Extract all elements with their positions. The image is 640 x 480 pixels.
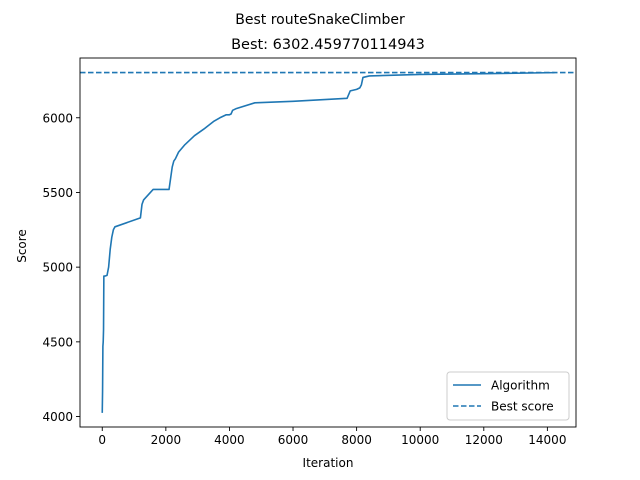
x-tick-label: 10000 [401, 433, 439, 447]
chart-subtitle: Best: 6302.459770114943 [231, 37, 425, 53]
algorithm-line [101, 71, 555, 413]
y-axis-label: Score [15, 229, 29, 263]
x-tick-label: 0 [98, 433, 106, 447]
x-tick-label: 14000 [528, 433, 566, 447]
chart-title: Best routeSnakeClimber [235, 12, 405, 28]
x-tick-label: 4000 [214, 433, 245, 447]
legend: Algorithm Best score [446, 371, 570, 421]
x-tick-label: 6000 [278, 433, 309, 447]
x-tick-label: 2000 [151, 433, 182, 447]
x-tick-label: 8000 [341, 433, 372, 447]
x-axis-label: Iteration [303, 456, 354, 470]
y-tick-label: 4500 [42, 335, 73, 349]
legend-box [446, 371, 570, 421]
y-tick-label: 6000 [42, 111, 73, 125]
axes-frame [79, 57, 577, 428]
legend-label: Best score [491, 400, 554, 414]
legend-label: Algorithm [491, 379, 550, 393]
y-tick-label: 5000 [42, 261, 73, 275]
plot-area: 0 2000 4000 6000 8000 10000 12000 14000 4000 4500… [42, 57, 577, 447]
y-tick-label: 4000 [42, 410, 73, 424]
x-tick-label: 12000 [465, 433, 503, 447]
y-tick-label: 5500 [42, 186, 73, 200]
